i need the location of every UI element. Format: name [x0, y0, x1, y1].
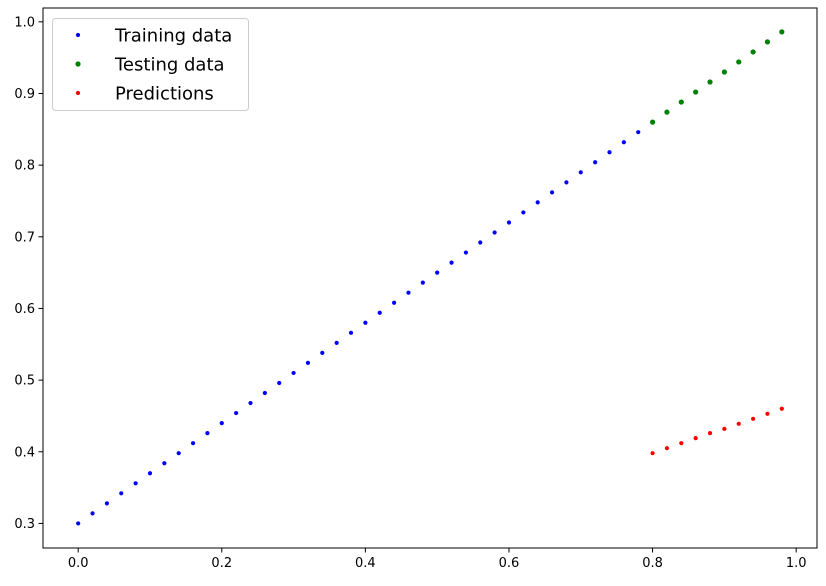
- x-tick-label: 1.0: [786, 556, 807, 571]
- y-tick-label: 0.6: [14, 302, 35, 317]
- training-data-point: [549, 190, 555, 195]
- training-data-point: [377, 310, 382, 315]
- x-tick-label: 0.2: [211, 556, 232, 571]
- legend: Training data Testing data Predictions: [52, 18, 249, 111]
- training-data-point: [334, 340, 339, 345]
- data-points: [76, 29, 785, 526]
- training-data-point: [578, 170, 583, 175]
- training-data-point: [607, 150, 612, 155]
- training-data-point: [205, 431, 210, 436]
- training-data-point: [248, 400, 253, 406]
- predictions-point: [693, 436, 698, 441]
- training-data-point: [478, 240, 483, 245]
- training-data-point: [348, 330, 354, 335]
- predictions-point: [679, 441, 684, 446]
- testing-data-point: [693, 89, 699, 95]
- training-data-point: [320, 350, 325, 355]
- training-data-point: [363, 320, 368, 325]
- training-data-point: [449, 260, 454, 265]
- training-data-point: [535, 200, 540, 205]
- training-data-point: [104, 501, 110, 506]
- legend-marker: [75, 61, 81, 67]
- training-data-point: [176, 451, 181, 456]
- testing-data-point: [678, 99, 684, 105]
- testing-data-point: [736, 59, 742, 65]
- legend-label: Predictions: [115, 84, 214, 105]
- testing-data-point: [721, 69, 727, 75]
- training-data-point: [277, 380, 282, 386]
- x-axis: 0.0 0.2 0.4 0.6 0.8 1.0: [68, 548, 807, 571]
- training-data-point: [219, 421, 224, 426]
- predictions-point: [779, 406, 784, 411]
- predictions-point: [650, 451, 655, 456]
- legend-marker: [75, 32, 81, 38]
- training-data-point: [190, 441, 196, 446]
- x-tick-label: 0.8: [642, 556, 663, 571]
- legend-label: Testing data: [114, 55, 225, 76]
- legend-label: Training data: [114, 26, 232, 47]
- x-tick-label: 0.0: [68, 556, 89, 571]
- training-data-point: [147, 471, 153, 476]
- training-data-point: [521, 210, 526, 215]
- training-data-point: [392, 300, 397, 305]
- testing-data-point: [664, 109, 670, 115]
- predictions-point: [750, 416, 756, 421]
- testing-data-point: [764, 39, 771, 45]
- training-data-point: [406, 290, 411, 295]
- testing-data-point: [750, 49, 756, 55]
- testing-data-point: [649, 119, 656, 125]
- training-data-point: [234, 410, 239, 416]
- training-data-point: [420, 280, 425, 285]
- training-data-point: [291, 370, 296, 376]
- training-data-point: [564, 180, 569, 185]
- training-data-point: [621, 140, 626, 145]
- legend-marker: [75, 90, 81, 96]
- predictions-point: [707, 431, 713, 436]
- y-tick-label: 0.7: [14, 230, 35, 245]
- training-data-point: [305, 360, 311, 366]
- x-tick-label: 0.6: [499, 556, 520, 571]
- legend-box: [52, 18, 249, 111]
- y-tick-label: 1.0: [14, 15, 35, 30]
- training-data-point: [593, 160, 598, 165]
- y-tick-label: 0.4: [14, 445, 35, 460]
- training-data-point: [506, 220, 512, 225]
- x-tick-label: 0.4: [355, 556, 376, 571]
- predictions-point: [736, 421, 741, 426]
- y-tick-label: 0.8: [14, 159, 35, 174]
- training-data-point: [162, 461, 167, 466]
- y-tick-label: 0.9: [14, 87, 35, 102]
- y-axis: 0.3 0.4 0.5 0.6 0.7 0.8 0.9 1.0: [14, 15, 43, 532]
- training-data-point: [133, 481, 138, 486]
- training-data-point: [463, 250, 468, 255]
- training-data-point: [636, 130, 641, 135]
- training-data-point: [76, 521, 81, 526]
- y-tick-label: 0.3: [14, 517, 35, 532]
- predictions-point: [722, 426, 727, 431]
- testing-data-point: [779, 29, 785, 35]
- predictions-point: [765, 411, 770, 416]
- training-data-point: [435, 270, 440, 275]
- y-tick-label: 0.5: [14, 374, 35, 389]
- training-data-point: [262, 390, 267, 396]
- training-data-point: [119, 491, 124, 496]
- predictions-point: [664, 446, 670, 451]
- testing-data-point: [707, 79, 713, 85]
- training-data-point: [90, 511, 95, 516]
- training-data-point: [492, 230, 497, 235]
